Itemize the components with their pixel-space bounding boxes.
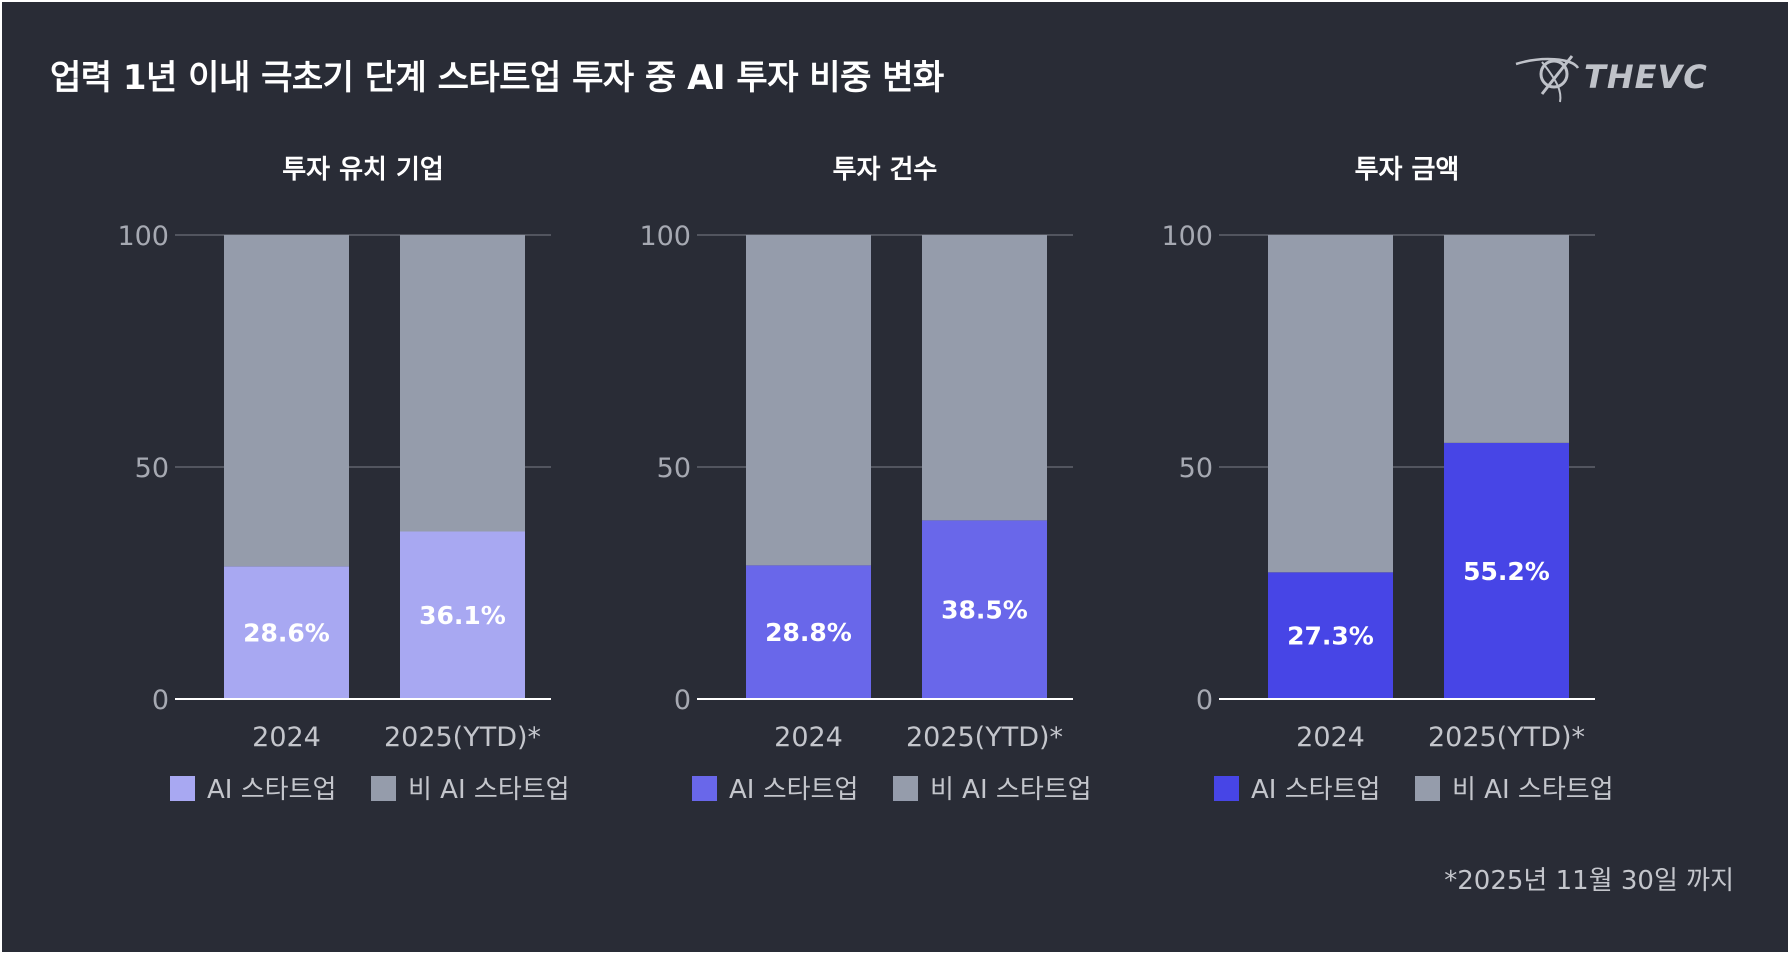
chart-title: 투자 유치 기업 (282, 155, 444, 185)
data-label: 38.5% (941, 596, 1028, 625)
bar-ai-startup (400, 531, 525, 699)
y-tick-label: 100 (639, 221, 691, 252)
footnote: *2025년 11월 30일 까지 (1444, 866, 1734, 896)
data-label: 28.8% (765, 618, 852, 647)
legend-swatch (1214, 776, 1239, 801)
chart-2: 투자 건수 0 50 100 28.8% 2024 38.5% 2025(YTD)* AI 스타… (639, 155, 1091, 805)
data-label: 28.6% (243, 619, 330, 648)
legend-label: AI 스타트업 (207, 775, 336, 805)
x-tick-label: 2025(YTD)* (384, 722, 541, 753)
x-tick-label: 2024 (774, 722, 843, 753)
y-tick-label: 50 (657, 453, 691, 484)
thevc-logo: THEVC (1515, 55, 1708, 103)
bar-non-ai-startup (922, 235, 1047, 521)
data-label: 27.3% (1287, 622, 1374, 651)
bar-ai-startup (1268, 572, 1393, 699)
legend-item-non-ai: 비 AI 스타트업 (893, 775, 1092, 805)
legend-swatch (1415, 776, 1440, 801)
logo-text: THEVC (1584, 58, 1708, 96)
bar-ai-startup (922, 520, 1047, 699)
legend-label: 비 AI 스타트업 (408, 775, 570, 805)
y-tick-label: 0 (674, 685, 691, 716)
bar-non-ai-startup (746, 235, 871, 566)
legend-item-non-ai: 비 AI 스타트업 (371, 775, 570, 805)
page-title: 업력 1년 이내 극초기 단계 스타트업 투자 중 AI 투자 비중 변화 (50, 58, 944, 98)
legend-swatch (371, 776, 396, 801)
y-tick-label: 0 (1196, 685, 1213, 716)
bar-non-ai-startup (224, 235, 349, 567)
legend-label: 비 AI 스타트업 (1452, 775, 1614, 805)
legend-swatch (893, 776, 918, 801)
y-tick-label: 100 (1161, 221, 1213, 252)
data-label: 55.2% (1463, 557, 1550, 586)
orbit-globe-icon (1515, 55, 1580, 103)
bar-ai-startup (1444, 442, 1569, 699)
data-label: 36.1% (419, 601, 506, 630)
x-tick-label: 2024 (252, 722, 321, 753)
chart-3: 투자 금액 0 50 100 27.3% 2024 55.2% 2025(YTD)* AI 스타… (1161, 155, 1613, 805)
bar-non-ai-startup (400, 235, 525, 532)
legend-item-ai: AI 스타트업 (170, 775, 336, 805)
chart-title: 투자 건수 (833, 155, 938, 185)
bar-ai-startup (746, 565, 871, 699)
x-tick-label: 2025(YTD)* (1428, 722, 1585, 753)
x-tick-label: 2025(YTD)* (906, 722, 1063, 753)
legend-item-ai: AI 스타트업 (1214, 775, 1380, 805)
legend-label: AI 스타트업 (729, 775, 858, 805)
bar-ai-startup (224, 566, 349, 699)
legend-label: AI 스타트업 (1251, 775, 1380, 805)
bar-non-ai-startup (1444, 235, 1569, 443)
x-tick-label: 2024 (1296, 722, 1365, 753)
chart-title: 투자 금액 (1355, 155, 1460, 185)
legend-label: 비 AI 스타트업 (930, 775, 1092, 805)
y-tick-label: 50 (1179, 453, 1213, 484)
y-tick-label: 0 (152, 685, 169, 716)
y-tick-label: 50 (135, 453, 169, 484)
chart-1: 투자 유치 기업 0 50 100 28.6% 2024 36.1% 2025(YTD)* AI… (117, 155, 569, 805)
legend-swatch (170, 776, 195, 801)
y-tick-label: 100 (117, 221, 169, 252)
legend-swatch (692, 776, 717, 801)
bar-non-ai-startup (1268, 235, 1393, 573)
legend-item-ai: AI 스타트업 (692, 775, 858, 805)
legend-item-non-ai: 비 AI 스타트업 (1415, 775, 1614, 805)
